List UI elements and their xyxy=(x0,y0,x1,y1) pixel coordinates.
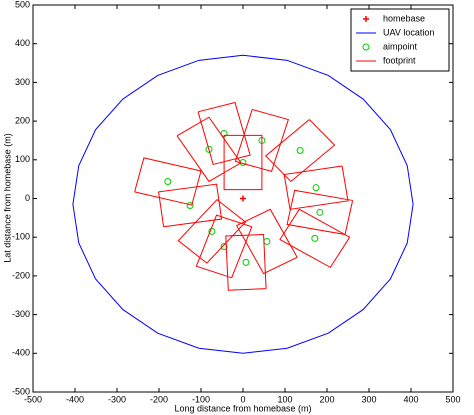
x-tick-label: -300 xyxy=(108,394,126,404)
marker-circle xyxy=(312,184,320,192)
x-tick-label: 200 xyxy=(319,394,334,404)
series-line xyxy=(72,54,414,354)
marker-circle xyxy=(311,234,319,242)
x-tick-label: -500 xyxy=(24,394,42,404)
x-tick-label: 400 xyxy=(403,394,418,404)
legend-swatch xyxy=(363,16,369,22)
y-tick-label: 0 xyxy=(25,193,30,203)
y-tick-label: 300 xyxy=(15,77,30,87)
x-tick-label: 500 xyxy=(445,394,460,404)
y-tick-label: 200 xyxy=(15,115,30,125)
marker-circle xyxy=(316,208,324,216)
y-axis-label: Lat distance from homebase (m) xyxy=(2,133,12,263)
y-tick-label: 400 xyxy=(15,38,30,48)
marker-circle xyxy=(164,177,172,185)
x-tick-label: 300 xyxy=(361,394,376,404)
y-tick-label: -300 xyxy=(12,309,30,319)
y-tick-label: -100 xyxy=(12,232,30,242)
x-axis-label: Long distance from homebase (m) xyxy=(174,403,311,413)
x-tick-label: 100 xyxy=(277,394,292,404)
marker-circle xyxy=(205,145,213,153)
legend-swatch xyxy=(362,43,370,51)
y-tick-label: 500 xyxy=(15,0,30,9)
marker-plus xyxy=(240,195,246,202)
marker-circle xyxy=(186,201,194,209)
legend-label: UAV location xyxy=(383,27,434,37)
x-tick-label: -100 xyxy=(192,394,210,404)
x-tick-label: -400 xyxy=(66,394,84,404)
legend-label: homebase xyxy=(383,13,425,23)
marker-circle xyxy=(220,242,228,250)
series-line xyxy=(134,101,354,291)
y-tick-label: -500 xyxy=(12,386,30,396)
y-tick-label: -200 xyxy=(12,270,30,280)
x-tick-label: 0 xyxy=(240,394,245,404)
legend-label: aimpoint xyxy=(383,41,418,51)
y-tick-label: 100 xyxy=(15,154,30,164)
x-tick-label: -200 xyxy=(150,394,168,404)
marker-circle xyxy=(296,147,304,155)
marker-circle xyxy=(208,227,216,235)
y-tick-label: -400 xyxy=(12,348,30,358)
marker-circle xyxy=(242,258,250,266)
legend-label: footprint xyxy=(383,55,416,65)
